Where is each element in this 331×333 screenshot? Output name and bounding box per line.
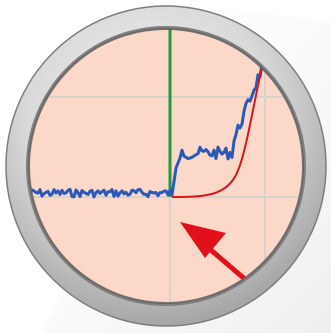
gauge-face (29, 29, 303, 303)
noisy-trace (29, 55, 266, 199)
smooth-trace (171, 57, 265, 198)
gauge-face-edge (28, 28, 304, 304)
gauge-bezel-rim (5, 5, 327, 327)
